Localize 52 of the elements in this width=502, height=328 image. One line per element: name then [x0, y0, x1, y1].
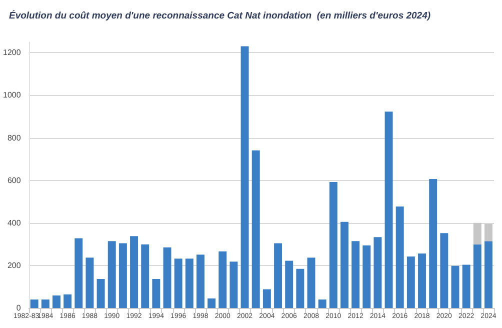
- bar: [440, 233, 448, 308]
- bar: [296, 268, 304, 308]
- bar: [340, 222, 348, 308]
- y-tick-label: 1000: [3, 90, 22, 100]
- bar: [196, 254, 204, 308]
- bar: [484, 241, 492, 308]
- bar: [96, 279, 105, 308]
- y-tick-label: 600: [7, 176, 22, 185]
- y-tick-label: 0: [16, 304, 22, 312]
- bar: [41, 299, 50, 308]
- bar: [307, 258, 316, 308]
- y-tick-label: 200: [7, 260, 22, 270]
- bar: [418, 254, 426, 308]
- bar: [462, 264, 470, 308]
- bar: [384, 112, 393, 308]
- bar: [374, 237, 382, 308]
- bar: [329, 182, 338, 308]
- bar: [352, 241, 360, 308]
- bar: [152, 279, 160, 308]
- bar: [74, 238, 83, 308]
- bar: [174, 258, 182, 308]
- bar: [285, 260, 294, 308]
- bar: [52, 295, 60, 308]
- bar: [185, 258, 194, 308]
- bar: [64, 294, 72, 308]
- bar: [163, 247, 172, 308]
- bar: [230, 262, 238, 308]
- bar: [473, 222, 482, 244]
- bar: [86, 258, 94, 308]
- bar: [451, 266, 460, 308]
- chart-title: Évolution du coût moyen d'une reconnaissance Cat Nat inondation (en milliers d'euros 2024): [9, 10, 431, 22]
- bar: [262, 289, 271, 308]
- y-tick-label: 400: [7, 218, 22, 228]
- bar: [252, 150, 260, 308]
- bar: [362, 245, 371, 308]
- bar: [141, 244, 150, 308]
- bar: [118, 243, 127, 308]
- bar: [108, 241, 116, 308]
- bar: [318, 299, 326, 308]
- bar: [208, 298, 216, 308]
- bar: [30, 299, 38, 308]
- bar: [429, 179, 438, 308]
- bar: [130, 236, 138, 308]
- bar: [406, 256, 415, 308]
- y-tick-label: 800: [7, 133, 22, 142]
- bar: [274, 243, 282, 308]
- y-tick-label: 1200: [3, 48, 22, 58]
- bar: [396, 206, 404, 308]
- bar: [484, 224, 492, 242]
- bar: [218, 251, 227, 308]
- bar: [240, 46, 249, 308]
- bar: [473, 244, 482, 308]
